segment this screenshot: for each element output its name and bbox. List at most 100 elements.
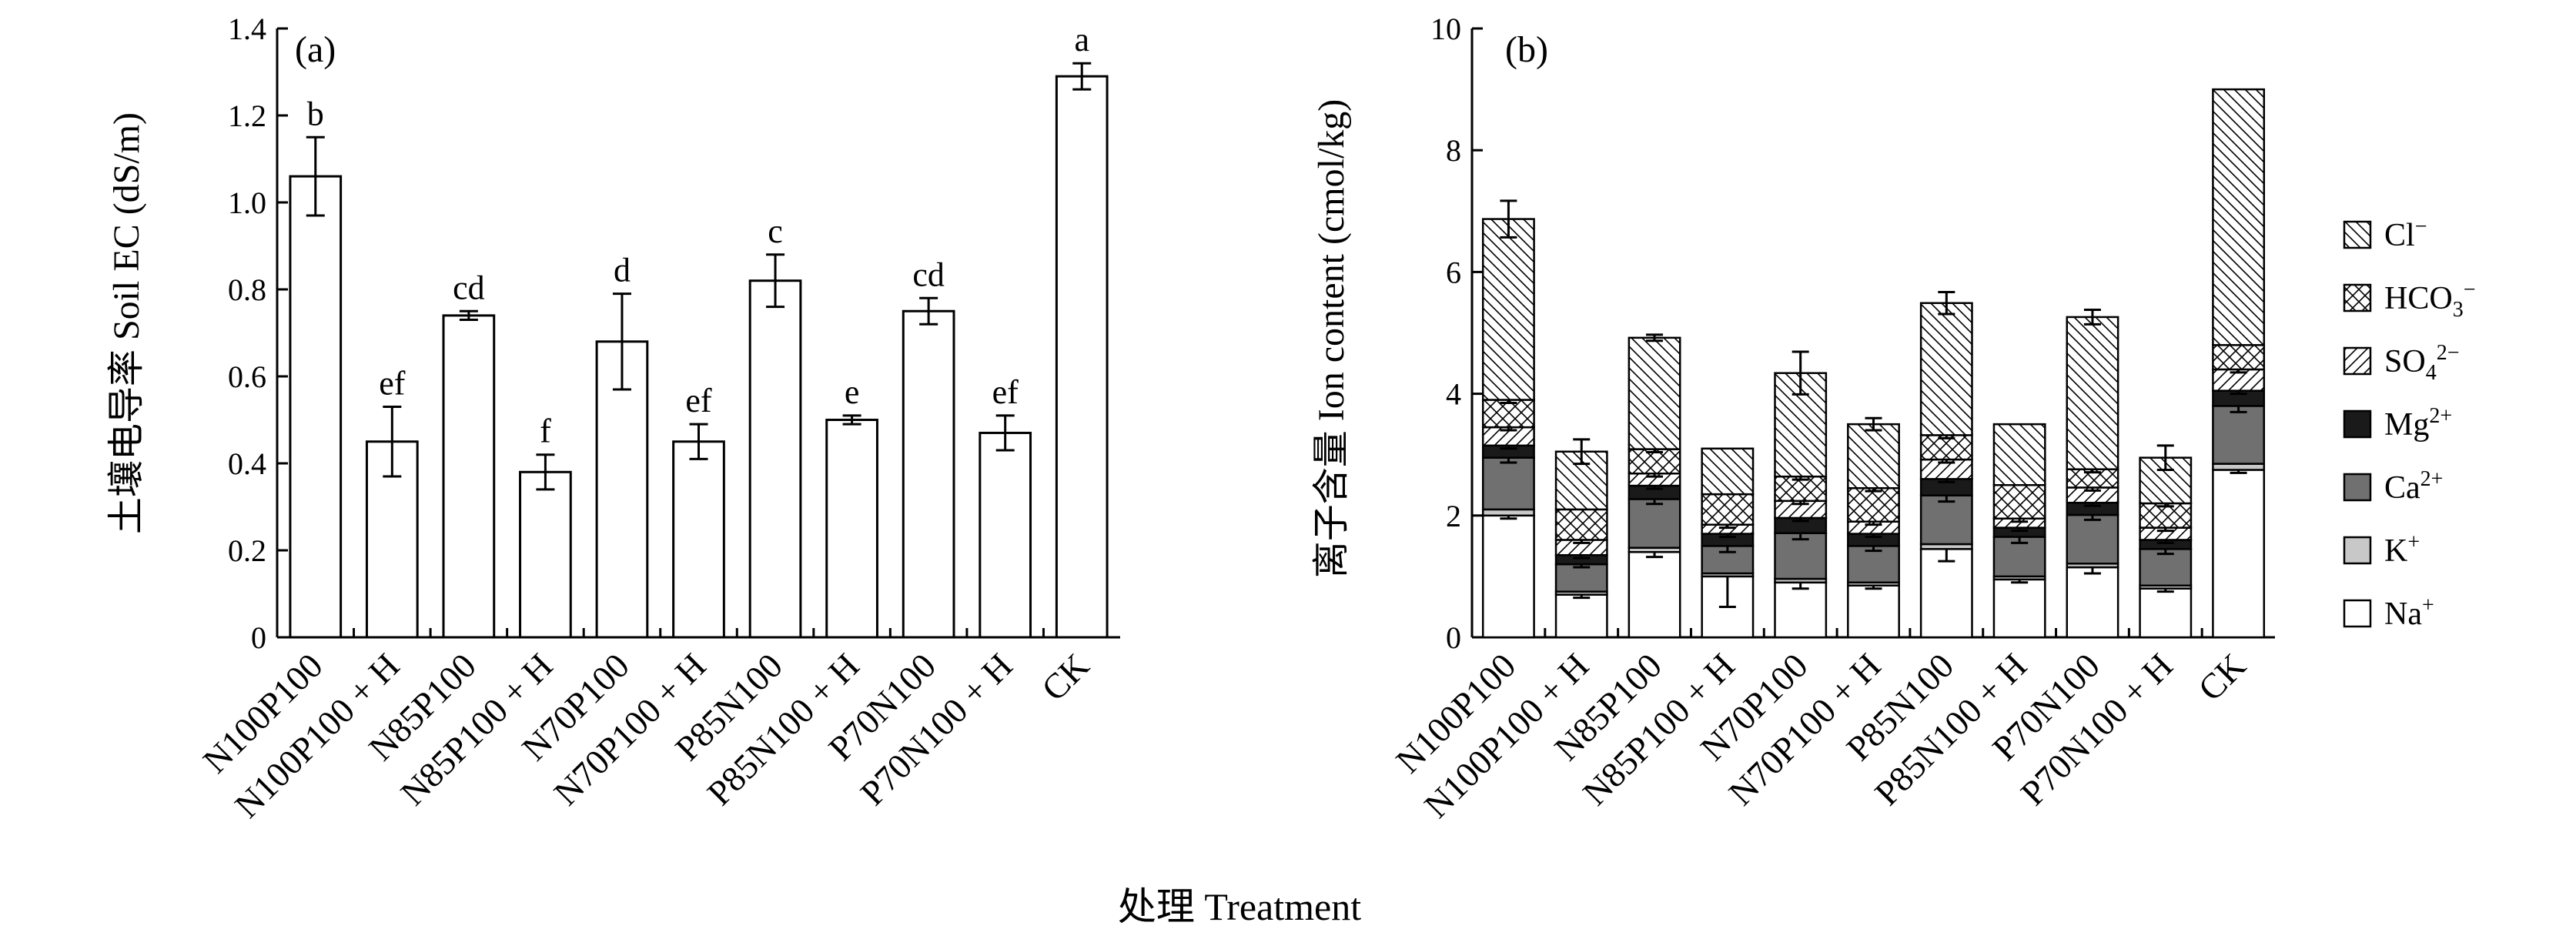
legend-label: Cl− xyxy=(2384,215,2427,253)
stacked-bar-segment xyxy=(1847,423,1900,490)
stacked-bar-segment xyxy=(2212,368,2266,392)
legend-swatch xyxy=(2343,220,2372,249)
bar xyxy=(825,419,878,639)
legend-label-base: Na xyxy=(2384,596,2422,632)
legend-label-superscript: 2+ xyxy=(2420,467,2444,491)
chart-a-y-axis-label: 土壤电导率 Soil EC (dS/m) xyxy=(106,112,147,534)
significance-letter: ef xyxy=(379,365,406,403)
stacked-bar-segment xyxy=(1774,581,1828,639)
legend-swatch xyxy=(2343,473,2372,502)
chart-b-bars xyxy=(1481,88,2266,639)
legend-label-superscript: + xyxy=(2422,593,2434,617)
stacked-bar-segment xyxy=(1481,456,1535,511)
legend-label-base: Cl xyxy=(2384,218,2415,253)
y-tick-label: 0 xyxy=(251,620,266,655)
significance-letter: cd xyxy=(912,256,945,293)
y-tick-label: 0.6 xyxy=(228,359,266,394)
y-tick-label: 0.4 xyxy=(228,446,266,481)
stacked-bar-segment xyxy=(2212,405,2266,465)
significance-letter: b xyxy=(307,95,324,132)
bar xyxy=(748,279,802,639)
stacked-bar-segment xyxy=(1628,551,1681,639)
stacked-bar-segment xyxy=(1701,447,1755,496)
stacked-bar-segment xyxy=(2066,316,2119,470)
stacked-bar-segment xyxy=(1992,423,2046,486)
significance-letter: c xyxy=(768,212,783,250)
significance-letter: ef xyxy=(685,382,712,419)
y-tick-label: 0.8 xyxy=(228,272,266,307)
stacked-bar-segment xyxy=(1847,584,1900,639)
stacked-bar-segment xyxy=(1992,578,2046,639)
legend-label: HCO3− xyxy=(2384,278,2475,322)
stacked-bar-segment xyxy=(2139,587,2193,639)
y-tick-label: 2 xyxy=(1446,499,1461,533)
y-tick-label: 0.2 xyxy=(228,533,266,568)
significance-letter: f xyxy=(540,413,551,450)
bar xyxy=(902,309,955,639)
bar xyxy=(289,175,343,639)
y-tick-label: 4 xyxy=(1446,377,1461,412)
stacked-bar-segment xyxy=(1628,498,1681,549)
legend-label: Ca2+ xyxy=(2384,467,2443,506)
chart-b-legend: Cl−HCO3−SO42−Mg2+Ca2+K+Na+ xyxy=(2343,215,2475,632)
y-tick-label: 8 xyxy=(1446,133,1461,168)
legend-label-base: SO xyxy=(2384,344,2426,379)
stacked-bar-segment xyxy=(1919,302,1973,436)
chart-a-panel-label: (a) xyxy=(295,29,336,70)
stacked-bar-segment xyxy=(1919,548,1973,639)
stacked-bar-segment xyxy=(1628,336,1681,450)
y-tick-label: 0 xyxy=(1446,620,1461,655)
stacked-bar-segment xyxy=(1847,545,1900,584)
legend-label: Na+ xyxy=(2384,593,2434,632)
bar xyxy=(442,314,496,639)
stacked-bar-segment xyxy=(1919,494,1973,546)
stacked-bar-segment xyxy=(2066,513,2119,565)
bar xyxy=(979,431,1032,639)
stacked-bar-segment xyxy=(2066,566,2119,639)
y-tick-label: 1.4 xyxy=(228,12,266,46)
stacked-bar-segment xyxy=(1774,532,1828,580)
y-tick-label: 6 xyxy=(1446,255,1461,289)
stacked-bar-segment xyxy=(2212,469,2266,639)
significance-letter: cd xyxy=(453,269,485,306)
significance-letter: d xyxy=(614,252,631,289)
legend-label-base: Mg xyxy=(2384,407,2429,443)
stacked-bar-segment xyxy=(1847,486,1900,523)
stacked-bar-segment xyxy=(2212,88,2266,346)
legend-swatch xyxy=(2343,346,2372,376)
stacked-bar-segment xyxy=(1481,399,1535,429)
chart-b-y-axis-label: 离子含量 Ion content (cmol/kg) xyxy=(1311,99,1352,579)
stacked-bar-segment xyxy=(1919,458,1973,480)
stacked-bar-segment xyxy=(1481,514,1535,639)
significance-letter: e xyxy=(845,373,860,411)
significance-letter: a xyxy=(1074,21,1089,58)
y-tick-label: 1.2 xyxy=(228,99,266,133)
stacked-bar-segment xyxy=(2139,548,2193,587)
legend-label-base: Ca xyxy=(2384,470,2420,506)
stacked-bar-segment xyxy=(1992,484,2046,520)
stacked-bar-segment xyxy=(1481,218,1535,401)
legend-label-superscript: + xyxy=(2407,530,2420,554)
bar xyxy=(519,470,572,639)
x-tick-label: CK xyxy=(1034,646,1096,708)
shared-x-axis-title: 处理 Treatment xyxy=(1118,885,1361,928)
bar xyxy=(595,340,649,639)
chart-b-panel-label: (b) xyxy=(1505,29,1548,70)
bar xyxy=(672,440,725,639)
y-tick-label: 1.0 xyxy=(228,185,266,220)
legend-label-superscript: 2+ xyxy=(2429,404,2452,428)
legend-label-subscript: 4 xyxy=(2426,361,2437,385)
stacked-bar-segment xyxy=(1554,508,1608,541)
legend-swatch xyxy=(2343,536,2372,565)
legend-label: Mg2+ xyxy=(2384,404,2452,443)
legend-label-superscript: − xyxy=(2464,278,2476,302)
x-tick-label: CK xyxy=(2190,646,2253,708)
legend-label-base: K xyxy=(2384,533,2407,569)
legend-swatch xyxy=(2343,283,2372,312)
legend-label: K+ xyxy=(2384,530,2420,569)
significance-letter: ef xyxy=(992,373,1019,411)
